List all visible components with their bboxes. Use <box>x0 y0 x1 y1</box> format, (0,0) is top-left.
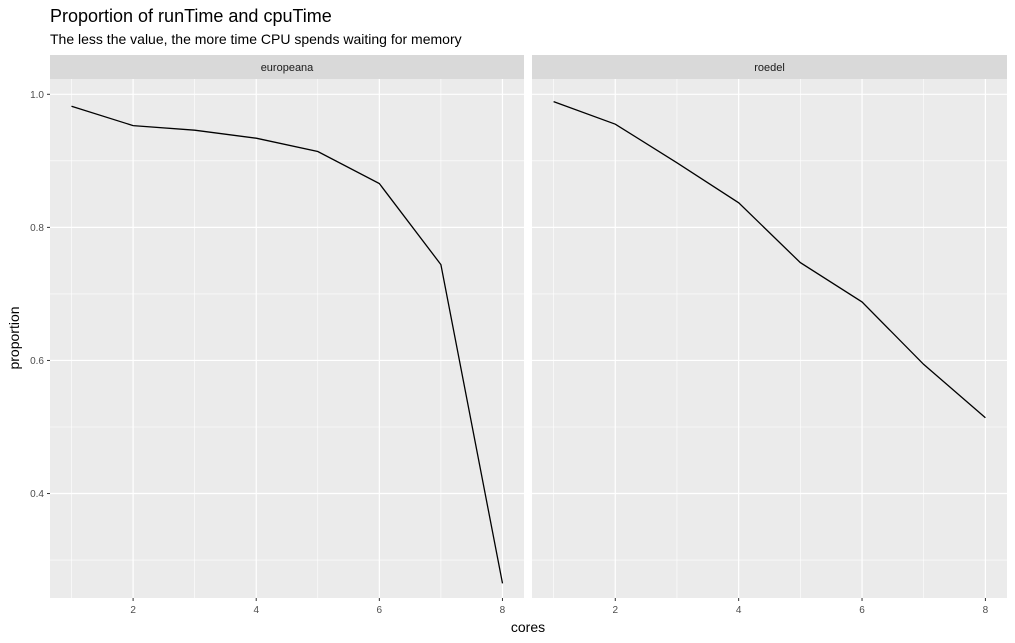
y-tick-label: 0.6 <box>30 356 44 367</box>
y-tick-label: 1.0 <box>30 90 44 101</box>
y-axis: 0.4 0.6 0.8 1.0 <box>30 90 50 500</box>
x-tick-label: 2 <box>612 605 618 616</box>
facet-panels: europeana 2 4 6 8 roedel 2 4 6 8 <box>50 55 1007 616</box>
series-line-europeana <box>71 105 504 584</box>
chart-subtitle: The less the value, the more time CPU sp… <box>50 31 462 47</box>
facet-roedel: roedel 2 4 6 8 <box>532 55 1007 616</box>
series-line-roedel <box>553 100 986 419</box>
y-tick-label: 0.4 <box>30 489 44 500</box>
chart-title: Proportion of runTime and cpuTime <box>50 6 332 26</box>
x-tick-label: 6 <box>377 605 383 616</box>
x-axis-title: cores <box>511 619 545 635</box>
panel-background <box>532 79 1007 598</box>
x-tick-label: 6 <box>859 605 865 616</box>
x-tick-label: 4 <box>253 605 259 616</box>
panel-background <box>50 79 524 598</box>
x-tick-label: 8 <box>500 605 506 616</box>
facet-europeana: europeana 2 4 6 8 <box>50 55 524 616</box>
x-tick-label: 8 <box>983 605 989 616</box>
x-tick-label: 2 <box>130 605 136 616</box>
facet-strip <box>532 55 1007 79</box>
y-axis-title: proportion <box>6 306 22 369</box>
y-tick-label: 0.8 <box>30 223 44 234</box>
facet-strip-label: europeana <box>261 62 314 74</box>
facet-strip-label: roedel <box>754 62 785 74</box>
x-tick-label: 4 <box>736 605 742 616</box>
facet-strip <box>50 55 524 79</box>
